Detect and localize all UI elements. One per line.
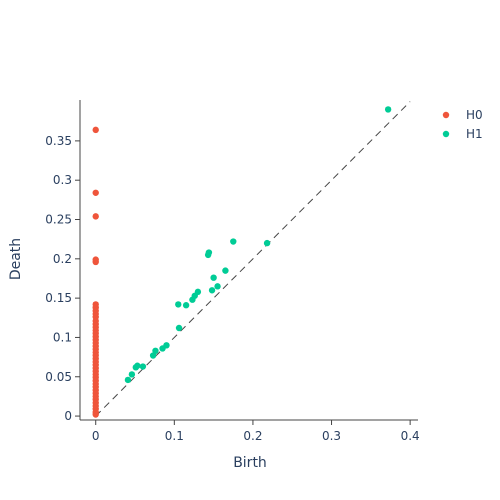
data-point-h1 [159,345,166,352]
y-tick-label: 0.2 [53,252,72,266]
data-point-h0 [92,411,99,418]
diagonal-layer [95,101,411,417]
y-tick-label: 0.25 [45,213,72,227]
data-point-h1 [210,274,217,281]
data-point-h1 [384,106,392,113]
data-point-h1 [222,267,229,274]
data-point-h0 [92,258,99,266]
x-tick-label: 0.2 [243,429,262,443]
y-tick-label: 0.05 [45,370,72,384]
x-tick-label: 0.3 [322,429,341,443]
legend-label-h0: H0 [466,108,483,122]
x-tick-label: 0 [92,429,100,443]
points-layer [92,106,392,418]
x-axis-ticks: 0 0.1 0.2 0.3 0.4 [92,420,420,443]
y-axis-title: Death [8,238,24,280]
data-point-h0 [92,213,99,220]
data-point-h1 [139,363,147,370]
y-tick-label: 0.3 [53,173,72,187]
data-point-h1 [204,251,212,259]
y-tick-label: 0.15 [45,291,72,305]
data-point-h1 [132,364,140,371]
data-point-h1 [189,296,196,303]
data-point-h1 [214,283,221,290]
data-point-h1 [230,238,237,245]
data-point-h1 [182,302,190,309]
data-point-h1 [208,287,216,294]
y-tick-label: 0 [64,409,72,423]
y-tick-label: 0.1 [53,330,72,344]
data-point-h1 [175,301,182,308]
data-point-h1 [128,371,136,378]
data-point-h0 [92,189,99,196]
data-point-h0 [92,126,99,134]
y-tick-label: 0.35 [45,134,72,148]
data-point-h1 [124,376,132,384]
diagonal-line [95,101,411,417]
axes-layer [79,100,418,421]
legend-label-h1: H1 [466,127,483,141]
x-tick-label: 0.1 [165,429,184,443]
y-axis-ticks: 0 0.05 0.1 0.15 0.2 0.25 0.3 0.35 [45,134,80,423]
legend-marker-h1 [442,130,450,138]
data-point-h1 [263,239,271,247]
data-point-h1 [149,352,157,359]
legend-marker-h0 [442,111,450,119]
data-point-h1 [152,347,159,355]
data-point-h1 [175,324,183,332]
x-axis-title: Birth [233,455,267,471]
x-tick-label: 0.4 [401,429,420,443]
